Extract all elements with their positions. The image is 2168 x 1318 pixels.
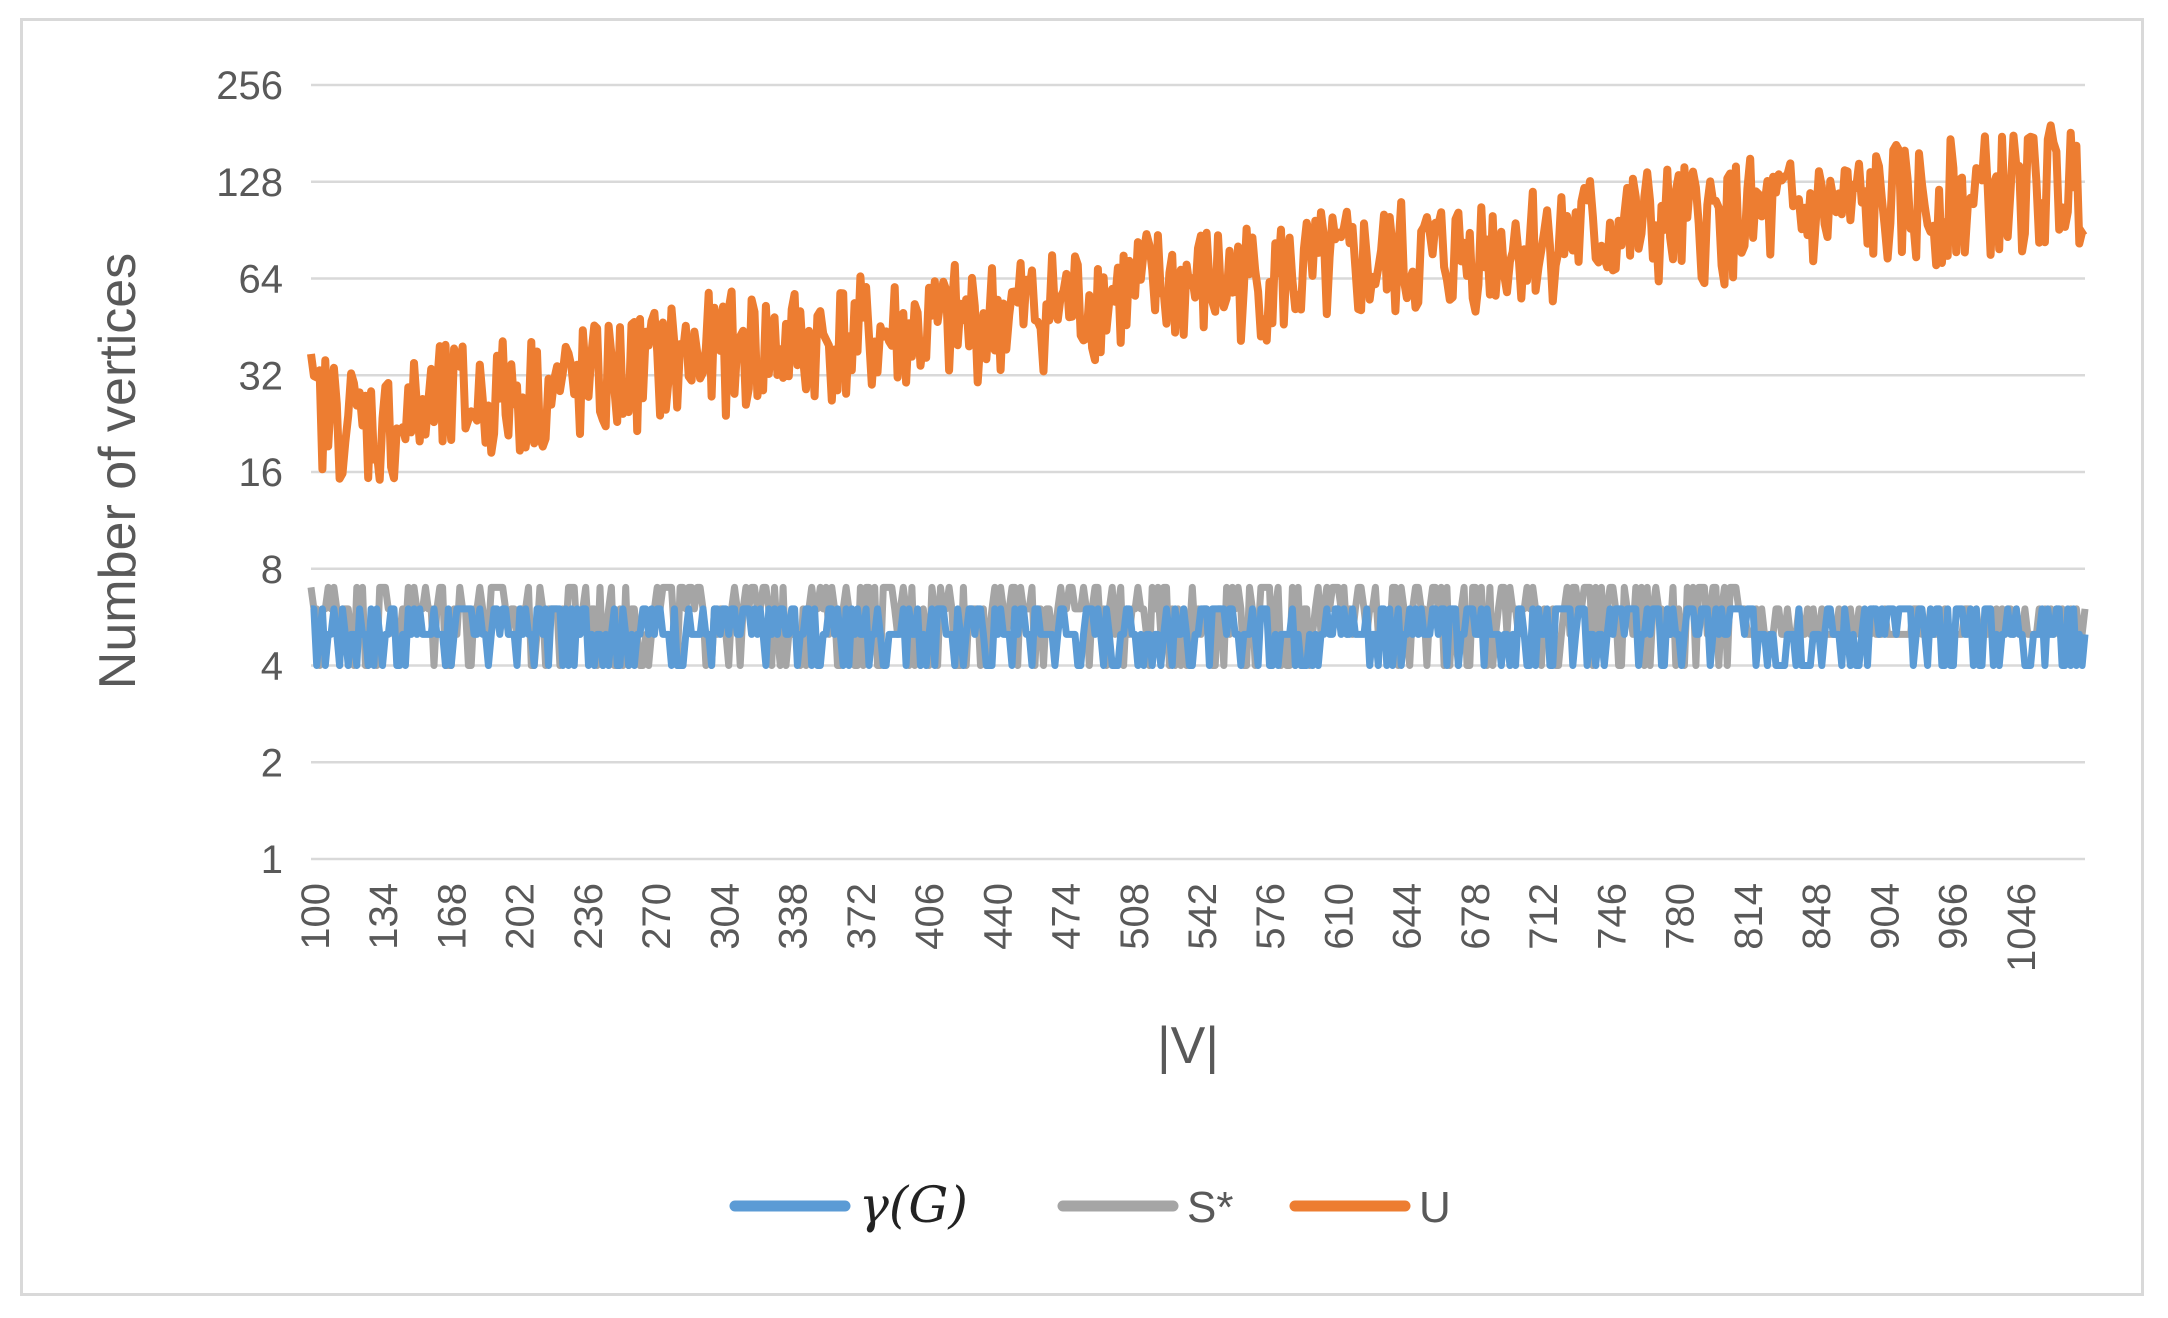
x-tick-label: 814 xyxy=(1727,883,1771,950)
x-tick-label: 746 xyxy=(1590,883,1634,950)
y-tick-label: 4 xyxy=(261,645,283,689)
legend-gamma-label: γ(G) xyxy=(859,1176,968,1234)
x-tick-label: 236 xyxy=(567,883,611,950)
x-tick-label: 100 xyxy=(294,883,338,950)
legend-s-star-label: S* xyxy=(1187,1183,1233,1232)
y-tick-label: 256 xyxy=(216,64,283,108)
x-tick-label: 304 xyxy=(703,883,747,950)
x-tick-label: 610 xyxy=(1317,883,1361,950)
x-tick-label: 848 xyxy=(1795,883,1839,950)
legend-u-label: U xyxy=(1419,1183,1451,1232)
chart-svg: 1 2 4 8 16 32 64 128 256 100 134 168 202 236 270 304 33… xyxy=(89,64,2089,1234)
x-tick-label: 372 xyxy=(840,883,884,950)
y-axis-title: Number of vertices xyxy=(89,253,147,689)
y-tick-label: 8 xyxy=(261,548,283,592)
x-tick-label: 134 xyxy=(362,883,406,950)
x-tick-label: 644 xyxy=(1386,883,1430,950)
x-tick-label: 338 xyxy=(772,883,816,950)
y-tick-label: 1 xyxy=(261,838,283,882)
y-tick-label: 64 xyxy=(239,258,284,302)
x-tick-label: 270 xyxy=(635,883,679,950)
x-tick-label: 904 xyxy=(1863,883,1907,950)
x-tick-label: 576 xyxy=(1249,883,1293,950)
x-tick-label: 678 xyxy=(1454,883,1498,950)
series-line-gamma xyxy=(310,605,2089,669)
x-tick-label: 712 xyxy=(1522,883,1566,950)
x-tick-label: 440 xyxy=(976,883,1020,950)
series-line-u xyxy=(307,121,2088,484)
y-tick-label: 32 xyxy=(239,354,284,398)
x-tick-label: 406 xyxy=(908,883,952,950)
x-tick-label: 1046 xyxy=(2000,883,2044,972)
chart-frame: 1 2 4 8 16 32 64 128 256 100 134 168 202 236 270 304 33… xyxy=(20,18,2144,1296)
x-tick-label: 474 xyxy=(1045,883,1089,950)
x-axis-title: |V| xyxy=(1157,1017,1219,1075)
x-tick-label: 542 xyxy=(1181,883,1225,950)
x-tick-label: 966 xyxy=(1932,883,1976,950)
x-tick-label: 780 xyxy=(1659,883,1703,950)
y-tick-label: 16 xyxy=(239,451,284,495)
y-tick-label: 128 xyxy=(216,161,283,205)
y-tick-label: 2 xyxy=(261,741,283,785)
x-tick-label: 508 xyxy=(1113,883,1157,950)
x-tick-label: 202 xyxy=(499,883,543,950)
x-tick-label: 168 xyxy=(430,883,474,950)
